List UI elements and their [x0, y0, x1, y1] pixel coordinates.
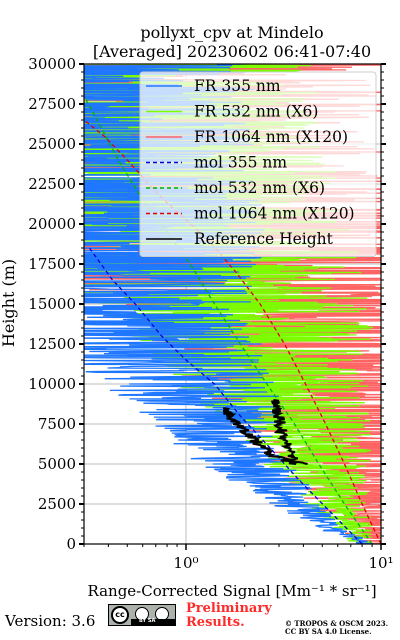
x-axis-label: Range-Corrected Signal [Mm⁻¹ * sr⁻¹] [87, 582, 376, 600]
preliminary-line2: Results. [186, 615, 245, 630]
y-tick-label: 7500 [38, 415, 76, 433]
cc-license-badge: cc BY SA [108, 604, 176, 626]
copyright-line2: CC BY SA 4.0 License. [285, 627, 372, 636]
y-axis-label: Height (m) [0, 259, 18, 347]
series-line-mol-1064-nm-x120- [84, 119, 381, 544]
cc-logo-icon: cc [111, 606, 129, 624]
legend-entry: FR 532 nm (X6) [194, 103, 318, 121]
preliminary-line1: Preliminary [186, 601, 272, 616]
y-tick-label: 5000 [38, 455, 76, 473]
version-text: Version: 3.6 [5, 612, 96, 630]
x-tick-label: 10⁰ [173, 554, 198, 572]
preliminary-note: Preliminary Results. [186, 602, 272, 630]
series-line-mol-532-nm-x6- [84, 95, 373, 544]
y-tick-label: 2500 [38, 495, 76, 513]
y-tick-label: 10000 [28, 375, 76, 393]
y-tick-label: 17500 [28, 255, 76, 273]
y-tick-label: 25000 [28, 135, 76, 153]
cc-badge-label: BY SA [139, 618, 156, 624]
y-tick-label: 22500 [28, 175, 76, 193]
copyright-note: © TROPOS & OSCM 2023. CC BY SA 4.0 Licen… [285, 620, 388, 636]
y-tick-label: 12500 [28, 335, 76, 353]
y-tick-label: 15000 [28, 295, 76, 313]
y-tick-label: 30000 [28, 55, 76, 73]
x-tick-label: 10¹ [368, 554, 393, 572]
reference-height-segment [222, 407, 308, 465]
legend-entry: Reference Height [194, 230, 334, 248]
legend-entry: FR 355 nm [194, 77, 281, 95]
chart-title: pollyxt_cpv at Mindelo [140, 23, 323, 42]
footer: Version: 3.6 cc BY SA Preliminary Result… [0, 596, 400, 640]
y-tick-label: 27500 [28, 95, 76, 113]
y-tick-label: 20000 [28, 215, 76, 233]
series-line-mol-355-nm [88, 247, 363, 544]
reference-height-segment [271, 399, 299, 465]
chart-subtitle: [Averaged] 20230602 06:41-07:40 [93, 42, 371, 61]
legend-entry: mol 1064 nm (X120) [194, 205, 355, 223]
legend-box [139, 71, 377, 257]
legend-entry: mol 355 nm [194, 154, 287, 172]
cc-badge-strip: BY SA [131, 618, 175, 625]
y-tick-label: 0 [66, 535, 76, 553]
legend-entry: mol 532 nm (X6) [194, 179, 325, 197]
legend-entry: FR 1064 nm (X120) [194, 128, 348, 146]
copyright-line1: © TROPOS & OSCM 2023. [285, 619, 389, 628]
